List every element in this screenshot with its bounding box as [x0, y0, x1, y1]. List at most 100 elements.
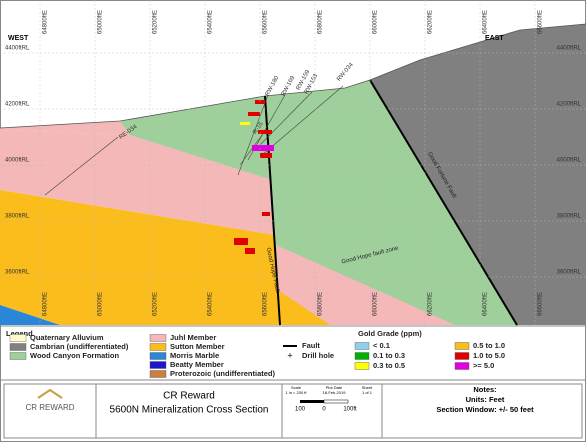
scale-bar — [300, 400, 324, 403]
title-block-frame — [3, 383, 583, 439]
scale-bar-label: 0 — [322, 407, 326, 413]
legend-swatch — [149, 343, 167, 351]
legend-label: Drill hole — [302, 351, 334, 360]
legend-label: Cambrian (undifferentiated) — [30, 342, 129, 351]
juhl-member — [276, 245, 455, 325]
sheet-label: Sheet — [362, 385, 373, 390]
west-label: WEST — [8, 35, 29, 42]
morris-marble — [0, 305, 60, 325]
plot-date-label: Plot Date — [326, 385, 343, 390]
notes: Notes: — [473, 385, 496, 394]
legend-label: < 0.1 — [373, 341, 390, 350]
grade-mark — [234, 238, 248, 245]
easting-label: 65400ftE — [208, 292, 214, 316]
scale-bar-label: 100ft — [343, 407, 357, 413]
legend-swatch — [9, 343, 27, 351]
grade-mark — [258, 130, 272, 134]
rl-label: 4000ftRL — [557, 158, 582, 164]
rl-label: 3800ftRL — [557, 214, 582, 220]
grade-swatch — [454, 352, 470, 360]
legend-swatch — [149, 361, 167, 369]
grade-mark — [248, 112, 260, 116]
drill-hole-symbol: + — [287, 350, 292, 360]
drill-hole — [261, 85, 344, 156]
legend-label: Proterozoic (undifferentiated) — [170, 369, 276, 378]
easting-label: 65200ftE — [153, 292, 159, 316]
juhl-member — [0, 130, 275, 235]
legend-swatch — [149, 352, 167, 360]
grade-mark — [260, 153, 272, 158]
scale: 1 in = 200 ft — [285, 390, 307, 395]
legend-label: Fault — [302, 341, 320, 350]
good-hope-fault — [264, 95, 281, 326]
legend-label: Sutton Member — [170, 342, 225, 351]
legend-swatch — [9, 334, 27, 342]
drill-hole — [239, 134, 263, 166]
grade-mark — [262, 212, 270, 216]
scale-bar-label: 100 — [295, 407, 306, 413]
easting-label: 65400ftE — [208, 10, 214, 34]
grade-title: Gold Grade (ppm) — [358, 329, 422, 338]
easting-label: 65800ftE — [318, 10, 324, 34]
easting-label: 65000ftE — [98, 292, 104, 316]
easting-label: 66200ftE — [428, 10, 434, 34]
scale-bar — [323, 399, 349, 404]
section — [0, 23, 586, 326]
rl-label: 3600ftRL — [5, 270, 30, 276]
easting-label: 66400ftE — [483, 292, 489, 316]
rl-label: 4000ftRL — [5, 158, 30, 164]
legend-title: Legend — [6, 329, 33, 338]
sheet: 1 of 1 — [362, 390, 373, 395]
scale-label: Scale — [291, 385, 302, 390]
plot-date: 18-Feb-2019 — [323, 390, 347, 395]
rl-label: 4200ftRL — [557, 102, 582, 108]
easting-label: 66400ftE — [483, 10, 489, 34]
logo-mark — [37, 388, 63, 399]
easting-label: 66000ftE — [373, 10, 379, 34]
easting-label: 65000ftE — [98, 10, 104, 34]
easting-label: 66000ftE — [373, 292, 379, 316]
title: 5600N Mineralization Cross Section — [110, 405, 269, 416]
wood-canyon — [120, 80, 517, 325]
grade-swatch — [354, 352, 370, 360]
grade-swatch — [454, 362, 470, 370]
rl-label: 3600ftRL — [557, 270, 582, 276]
easting-label: 66600ftE — [538, 10, 544, 34]
legend-label: >= 5.0 — [473, 361, 494, 370]
legend-label: 0.5 to 1.0 — [473, 341, 505, 350]
grade-swatch — [354, 342, 370, 350]
legend-label: Morris Marble — [170, 351, 219, 360]
grade-mark — [245, 248, 255, 254]
good-fortune-fault — [369, 79, 518, 326]
grade-mark — [240, 122, 250, 125]
legend-swatch — [149, 334, 167, 342]
title-block: CR REWARD CR Reward 5600N Mineralization… — [3, 383, 583, 439]
drill-hole — [44, 136, 119, 196]
easting-label: 66600ftE — [538, 292, 544, 316]
sutton-member — [278, 290, 330, 325]
grade-mark — [252, 145, 274, 151]
legend-label: Juhl Member — [170, 333, 216, 342]
units: Units: Feet — [466, 395, 505, 404]
cambrian — [370, 24, 586, 325]
logo: CR REWARD — [25, 403, 74, 412]
rl-label: 4400ftRL — [5, 46, 30, 52]
easting-label: 65600ftE — [263, 292, 269, 316]
window: Section Window: +/- 50 feet — [436, 405, 534, 414]
legend-swatch — [9, 352, 27, 360]
legend-label: Beatty Member — [170, 360, 224, 369]
drill-hole — [237, 94, 269, 176]
legend-label: Wood Canyon Formation — [30, 351, 119, 360]
legend-label: 0.3 to 0.5 — [373, 361, 405, 370]
rl-label: 3800ftRL — [5, 214, 30, 220]
easting-label: 66200ftE — [428, 292, 434, 316]
sutton-member — [0, 190, 280, 325]
easting-label: 65800ftE — [318, 292, 324, 316]
grade-swatch — [354, 362, 370, 370]
grade-swatch — [454, 342, 470, 350]
rl-label: 4400ftRL — [557, 46, 582, 52]
legend-label: 1.0 to 5.0 — [473, 351, 505, 360]
legend-swatch — [149, 370, 167, 378]
legend-label: Quaternary Alluvium — [30, 333, 104, 342]
easting-label: 64800ftE — [43, 292, 49, 316]
